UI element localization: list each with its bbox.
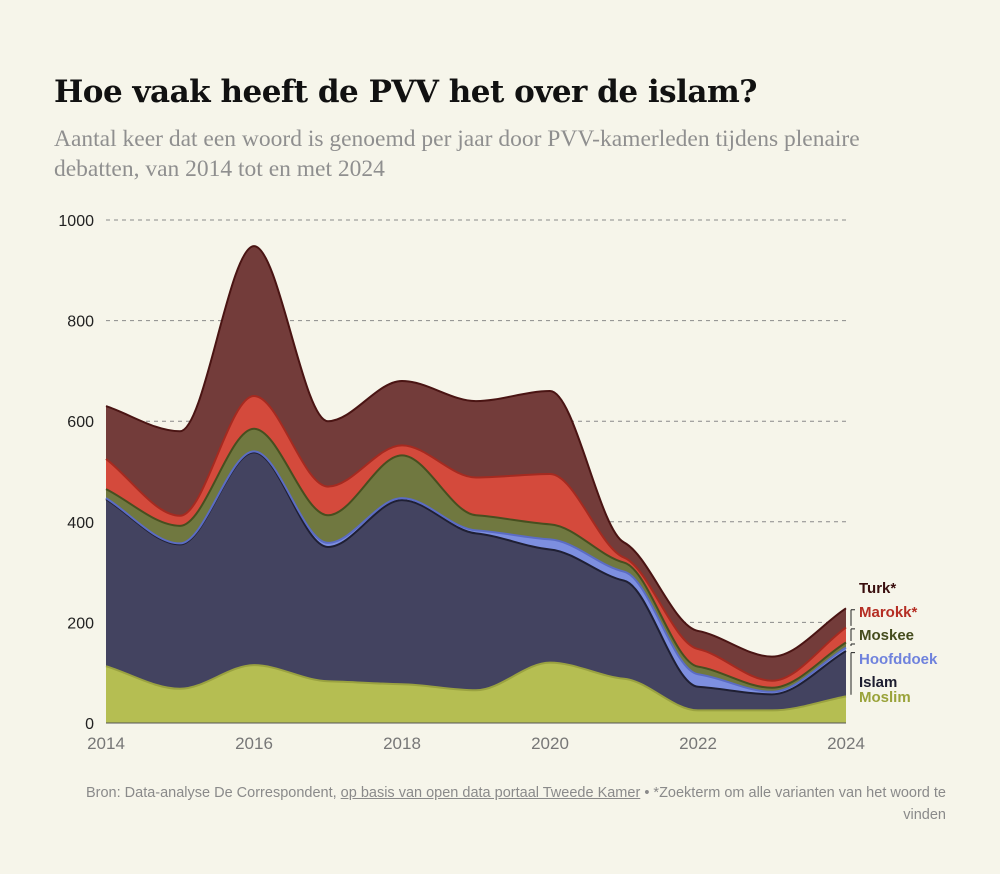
legend-moskee: Moskee (859, 627, 914, 644)
y-tick-800: 800 (67, 314, 94, 331)
x-tick-2020: 2020 (531, 734, 569, 753)
x-tick-2022: 2022 (679, 734, 717, 753)
legend-bracket-turk (850, 609, 855, 626)
area-moslim (106, 662, 846, 723)
x-tick-2024: 2024 (827, 734, 865, 753)
legend-marokk: Marokk* (859, 604, 918, 621)
legend-islam: Islam (859, 674, 897, 691)
line-marokk (105, 395, 847, 682)
source-footer: Bron: Data-analyse De Correspondent, op … (66, 782, 946, 826)
chart-subtitle: Aantal keer dat een woord is genoemd per… (54, 126, 860, 182)
y-tick-600: 600 (67, 414, 94, 431)
area-moskee (106, 428, 846, 692)
source-prefix: Bron: Data-analyse De Correspondent, (85, 785, 337, 801)
line-hoofddoek (105, 450, 847, 693)
line-turk (105, 245, 847, 658)
legend-bracket-moskee (850, 643, 855, 646)
chart-title: Hoe vaak heeft de PVV het over de islam? (54, 74, 757, 110)
legend-bracket-islam (850, 652, 855, 695)
y-tick-1000: 1000 (58, 213, 94, 230)
y-tick-400: 400 (67, 515, 94, 532)
area-turk (106, 246, 846, 681)
legend-hoofddoek: Hoofddoek (859, 651, 938, 668)
y-tick-0: 0 (85, 716, 94, 733)
legend-turk: Turk* (859, 580, 896, 597)
line-moskee (105, 427, 847, 689)
legend-bracket-marokk (850, 628, 855, 641)
x-tick-2016: 2016 (235, 734, 273, 753)
line-moslim (105, 661, 847, 712)
footer-note: *Zoekterm om alle varianten van het woor… (653, 785, 946, 823)
legend-moslim: Moslim (859, 689, 911, 706)
x-tick-2014: 2014 (87, 734, 125, 753)
footer-bullet: • (644, 785, 650, 801)
y-tick-200: 200 (67, 615, 94, 632)
source-link[interactable]: op basis van open data portaal Tweede Ka… (340, 785, 641, 801)
area-islam (106, 452, 846, 711)
x-tick-2018: 2018 (383, 734, 421, 753)
